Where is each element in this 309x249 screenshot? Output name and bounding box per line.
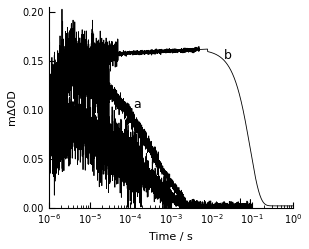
Text: c: c xyxy=(96,105,104,118)
Text: b: b xyxy=(224,50,232,62)
X-axis label: Time / s: Time / s xyxy=(149,232,193,242)
Text: a: a xyxy=(133,98,141,112)
Y-axis label: mΔOD: mΔOD xyxy=(7,90,17,125)
